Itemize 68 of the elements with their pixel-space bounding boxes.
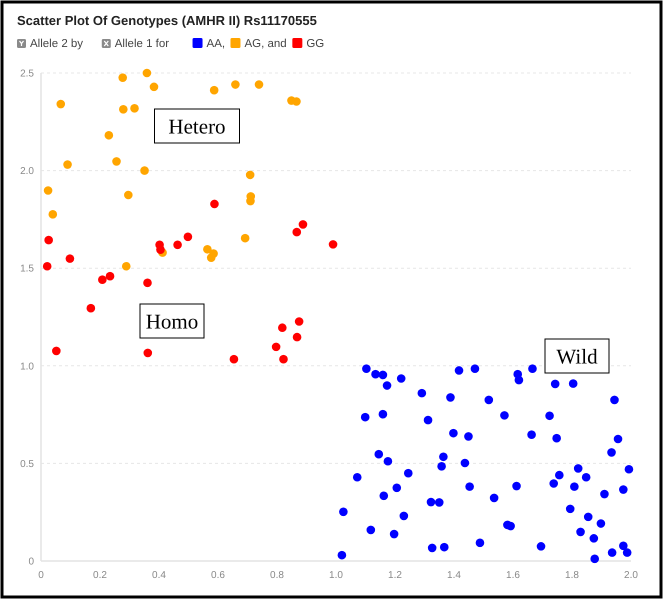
point bbox=[86, 304, 96, 313]
point bbox=[210, 200, 219, 208]
point bbox=[298, 220, 308, 229]
point bbox=[230, 354, 238, 364]
point bbox=[124, 190, 133, 200]
point bbox=[254, 80, 264, 89]
point bbox=[206, 253, 216, 262]
text: Allele 2 by Allele 1 for bbox=[30, 38, 170, 50]
point bbox=[292, 97, 301, 106]
x-tick-label: 0 bbox=[38, 570, 44, 581]
annotation: Wild bbox=[556, 344, 598, 368]
point bbox=[142, 68, 152, 78]
point bbox=[52, 346, 61, 356]
y-tick-label: 0 bbox=[28, 556, 34, 568]
legend-label: AG, and bbox=[244, 38, 287, 50]
point bbox=[104, 130, 114, 140]
point bbox=[44, 186, 52, 195]
x-tick-label: 0.2 bbox=[93, 570, 108, 581]
x-tick-label: 0.4 bbox=[152, 570, 166, 581]
x-tick-label: 1.8 bbox=[565, 570, 580, 581]
x-tick-label: 0.6 bbox=[211, 570, 226, 581]
point bbox=[48, 210, 58, 219]
y-tick-label: 2.0 bbox=[20, 166, 34, 178]
y-tick-label: 1.5 bbox=[20, 264, 34, 275]
point bbox=[184, 232, 192, 242]
point bbox=[278, 323, 287, 332]
y-tick-label: 0.5 bbox=[20, 458, 34, 470]
x-tick-label: 0.8 bbox=[270, 570, 284, 581]
point bbox=[328, 240, 338, 249]
point bbox=[240, 234, 250, 242]
point bbox=[246, 170, 254, 180]
annotation: Homo bbox=[146, 309, 198, 334]
y-tick-label: 1.0 bbox=[20, 361, 34, 372]
x-tick-label: 1.0 bbox=[329, 570, 344, 581]
chart-title: Scatter Plot Of Genotypes (AMHR II) Rs11170555 bbox=[17, 13, 317, 28]
x-tick-label: 1.2 bbox=[388, 570, 402, 581]
point bbox=[119, 105, 128, 114]
point bbox=[44, 236, 53, 244]
point bbox=[210, 86, 218, 94]
point bbox=[56, 100, 66, 108]
point bbox=[143, 348, 152, 358]
y-tick-label: 2.5 bbox=[20, 68, 34, 80]
point bbox=[130, 104, 139, 113]
point bbox=[292, 332, 302, 342]
point bbox=[231, 80, 240, 89]
legend-label: AA, bbox=[206, 38, 226, 50]
point bbox=[98, 275, 107, 284]
point bbox=[203, 244, 212, 254]
point bbox=[66, 254, 74, 263]
x-tick-label: 2.0 bbox=[624, 570, 638, 581]
legend-label: GG bbox=[306, 38, 324, 50]
point bbox=[173, 240, 182, 250]
x-tick-label: 1.4 bbox=[447, 570, 462, 581]
point bbox=[122, 262, 131, 271]
point bbox=[63, 160, 72, 169]
point bbox=[143, 278, 152, 288]
point bbox=[118, 73, 128, 82]
point bbox=[279, 354, 288, 364]
annotation: Hetero bbox=[168, 114, 226, 138]
point bbox=[112, 157, 121, 166]
point bbox=[106, 272, 114, 281]
point bbox=[294, 317, 304, 326]
point bbox=[140, 166, 149, 175]
point bbox=[292, 228, 302, 236]
point bbox=[42, 262, 52, 271]
point bbox=[150, 82, 158, 92]
point bbox=[272, 342, 280, 352]
x-tick-label: 1.6 bbox=[506, 570, 520, 581]
